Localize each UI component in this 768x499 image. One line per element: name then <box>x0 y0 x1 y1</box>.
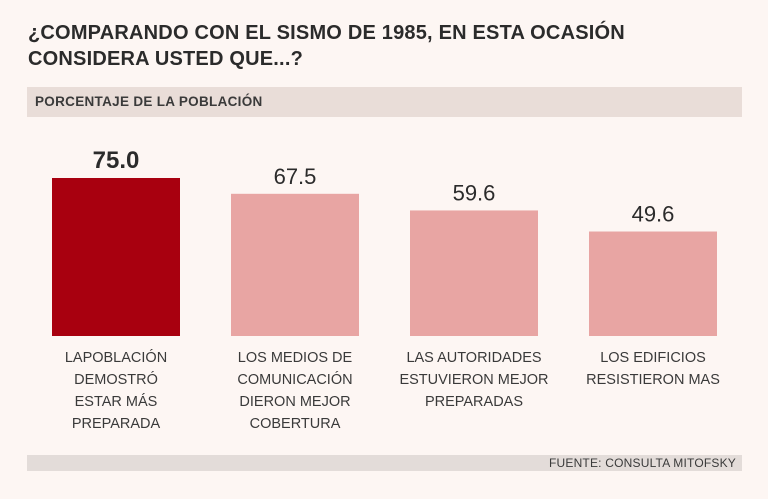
category-label-2: LOS MEDIOS DE COMUNICACIÓN DIERON MEJOR COB… <box>237 350 352 432</box>
category-label-1: LAPOBLACIÓN DEMOSTRÓ ESTAR MÁS PREPARADA <box>65 349 167 432</box>
bar-value-label-4: 49.6 <box>632 202 675 227</box>
category-label-4: LOS EDIFICIOS RESISTIERON MAS <box>586 350 720 388</box>
chart-title-line-1: ¿COMPARANDO CON EL SISMO DE 1985, EN EST… <box>28 22 625 44</box>
bar-value-label-2: 67.5 <box>274 164 317 189</box>
chart-subtitle: PORCENTAJE DE LA POBLACIÓN <box>35 94 263 109</box>
chart-title-line-2: CONSIDERA USTED QUE...? <box>28 48 303 70</box>
bar-4 <box>589 231 717 336</box>
source-bar: FUENTE: CONSULTA MITOFSKY <box>27 455 742 471</box>
source-label: FUENTE: CONSULTA MITOFSKY <box>548 456 736 470</box>
bar-value-label-3: 59.6 <box>453 180 496 205</box>
bar-3 <box>410 210 538 336</box>
bar-2 <box>231 193 359 336</box>
subtitle-bar: PORCENTAJE DE LA POBLACIÓN <box>27 87 742 117</box>
category-label-3: LAS AUTORIDADES ESTUVIERON MEJOR PREPARADA… <box>399 350 548 410</box>
bar-value-label-1: 75.0 <box>93 147 140 174</box>
chart-title: ¿COMPARANDO CON EL SISMO DE 1985, EN EST… <box>28 20 748 72</box>
bar-1 <box>52 178 180 336</box>
